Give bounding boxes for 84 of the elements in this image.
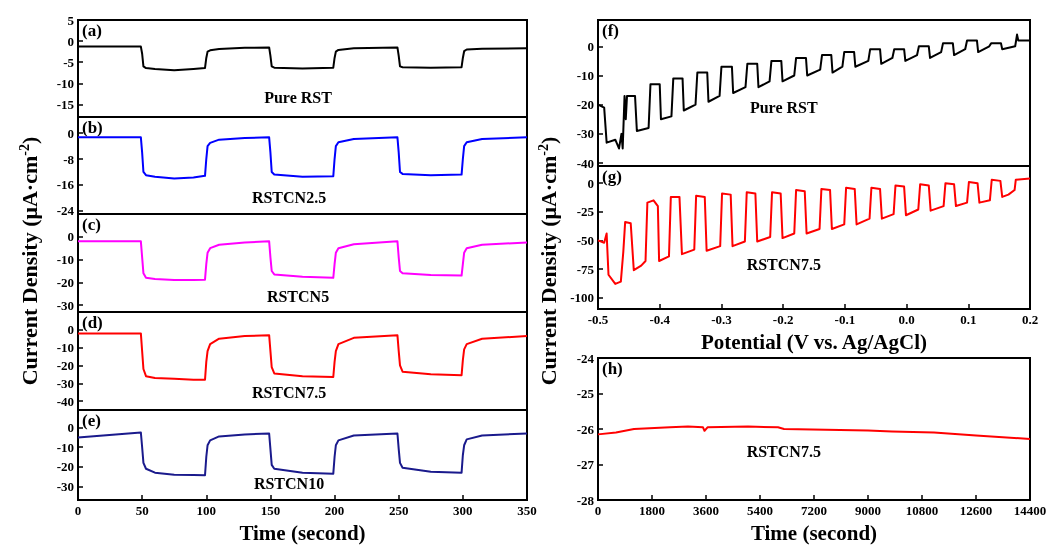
x-tick-label: 5400: [747, 503, 773, 519]
x-axis-title: Time (second): [239, 520, 366, 545]
annotation: (h): [602, 359, 623, 378]
x-tick-label: -0.1: [834, 312, 856, 328]
x-tick-label: 7200: [801, 503, 827, 519]
x-tick-label: 10800: [905, 503, 939, 519]
x-tick-label: -0.5: [587, 312, 609, 328]
x-tick-label: 200: [324, 503, 345, 519]
annotation: Pure RST: [749, 99, 818, 117]
annotation: RSTCN7.5: [251, 383, 327, 401]
x-tick-label: 350: [517, 503, 537, 519]
annotation: RSTCN10: [253, 475, 325, 493]
y-tick-label: 0: [587, 38, 594, 54]
y-tick-label: -27: [576, 457, 595, 473]
x-tick-label: -0.2: [772, 312, 794, 328]
x-tick-label: 0.2: [1021, 312, 1039, 328]
y-tick-label: -30: [576, 126, 594, 142]
y-tick-label: -20: [56, 459, 74, 475]
annotation: (c): [82, 215, 101, 234]
x-tick-label: 0.1: [960, 312, 977, 328]
y-tick-label: -20: [56, 274, 74, 290]
y-tick-label: -10: [56, 340, 74, 356]
annotation: RSTCN2.5: [251, 189, 327, 207]
x-tick-label: 150: [260, 503, 281, 519]
annotation: Pure RST: [264, 89, 333, 107]
y-tick-label: -40: [576, 155, 594, 171]
y-tick-label: -5: [63, 54, 75, 70]
y-tick-label: 0: [587, 175, 594, 191]
y-tick-label: -26: [576, 421, 595, 437]
y-tick-label: -28: [576, 492, 595, 508]
y-tick-label: -16: [56, 177, 75, 193]
line-series: [77, 136, 528, 180]
y-tick-label: -100: [570, 290, 594, 306]
y-tick-label: 5: [67, 12, 75, 28]
annotation: (e): [82, 411, 101, 430]
y-tick-label: -50: [576, 232, 594, 248]
annotation: RSTCN7.5: [746, 443, 821, 461]
y-tick-label: -10: [56, 75, 74, 91]
annotation: (g): [602, 167, 622, 186]
x-tick-label: 0.0: [898, 312, 915, 328]
x-tick-label: 9000: [855, 503, 881, 519]
y-tick-label: -10: [576, 67, 594, 83]
y-tick-label: -30: [56, 478, 74, 494]
y-tick-label: 0: [67, 420, 74, 436]
y-tick-label: -40: [56, 393, 74, 409]
line-series: [77, 240, 528, 282]
x-tick-label: -0.4: [649, 312, 671, 328]
y-tick-label: 0: [67, 229, 74, 245]
y-tick-label: -25: [576, 386, 595, 402]
annotation: (d): [82, 313, 103, 332]
y-tick-label: -10: [56, 439, 74, 455]
x-tick-label: 12600: [959, 503, 993, 519]
y-tick-label: 0: [67, 33, 74, 49]
y-tick-label: -30: [56, 297, 74, 313]
y-tick-label: -20: [56, 357, 74, 373]
x-tick-label: 1800: [639, 503, 665, 519]
y-tick-label: -24: [576, 350, 595, 366]
annotation: RSTCN5: [266, 287, 330, 305]
y-tick-label: 0: [67, 322, 74, 338]
y-tick-label: -30: [56, 375, 74, 391]
line-series: [597, 425, 1031, 440]
y-tick-label: -15: [56, 96, 75, 112]
x-tick-label: 300: [453, 503, 473, 519]
y-tick-label: -10: [56, 252, 74, 268]
annotation: RSTCN7.5: [746, 256, 821, 274]
x-tick-label: 50: [135, 503, 149, 519]
y-tick-label: -75: [576, 261, 595, 277]
x-axis-title: Potential (V vs. Ag/AgCl): [701, 329, 927, 354]
annotation: (f): [602, 21, 619, 40]
x-tick-label: 250: [388, 503, 409, 519]
y-tick-label: -25: [576, 204, 595, 220]
x-tick-label: 3600: [693, 503, 719, 519]
x-tick-label: 14400: [1013, 503, 1047, 519]
x-axis-title: Time (second): [750, 520, 878, 545]
y-tick-label: -24: [56, 203, 75, 219]
line-series: [77, 431, 528, 477]
annotation: (a): [82, 21, 102, 40]
y-tick-label: -20: [576, 97, 594, 113]
x-tick-label: 100: [196, 503, 217, 519]
annotation: (b): [82, 118, 103, 137]
line-series: [77, 332, 528, 381]
x-tick-label: -0.3: [711, 312, 733, 328]
y-tick-label: 0: [67, 125, 74, 141]
y-tick-label: -8: [63, 151, 75, 167]
